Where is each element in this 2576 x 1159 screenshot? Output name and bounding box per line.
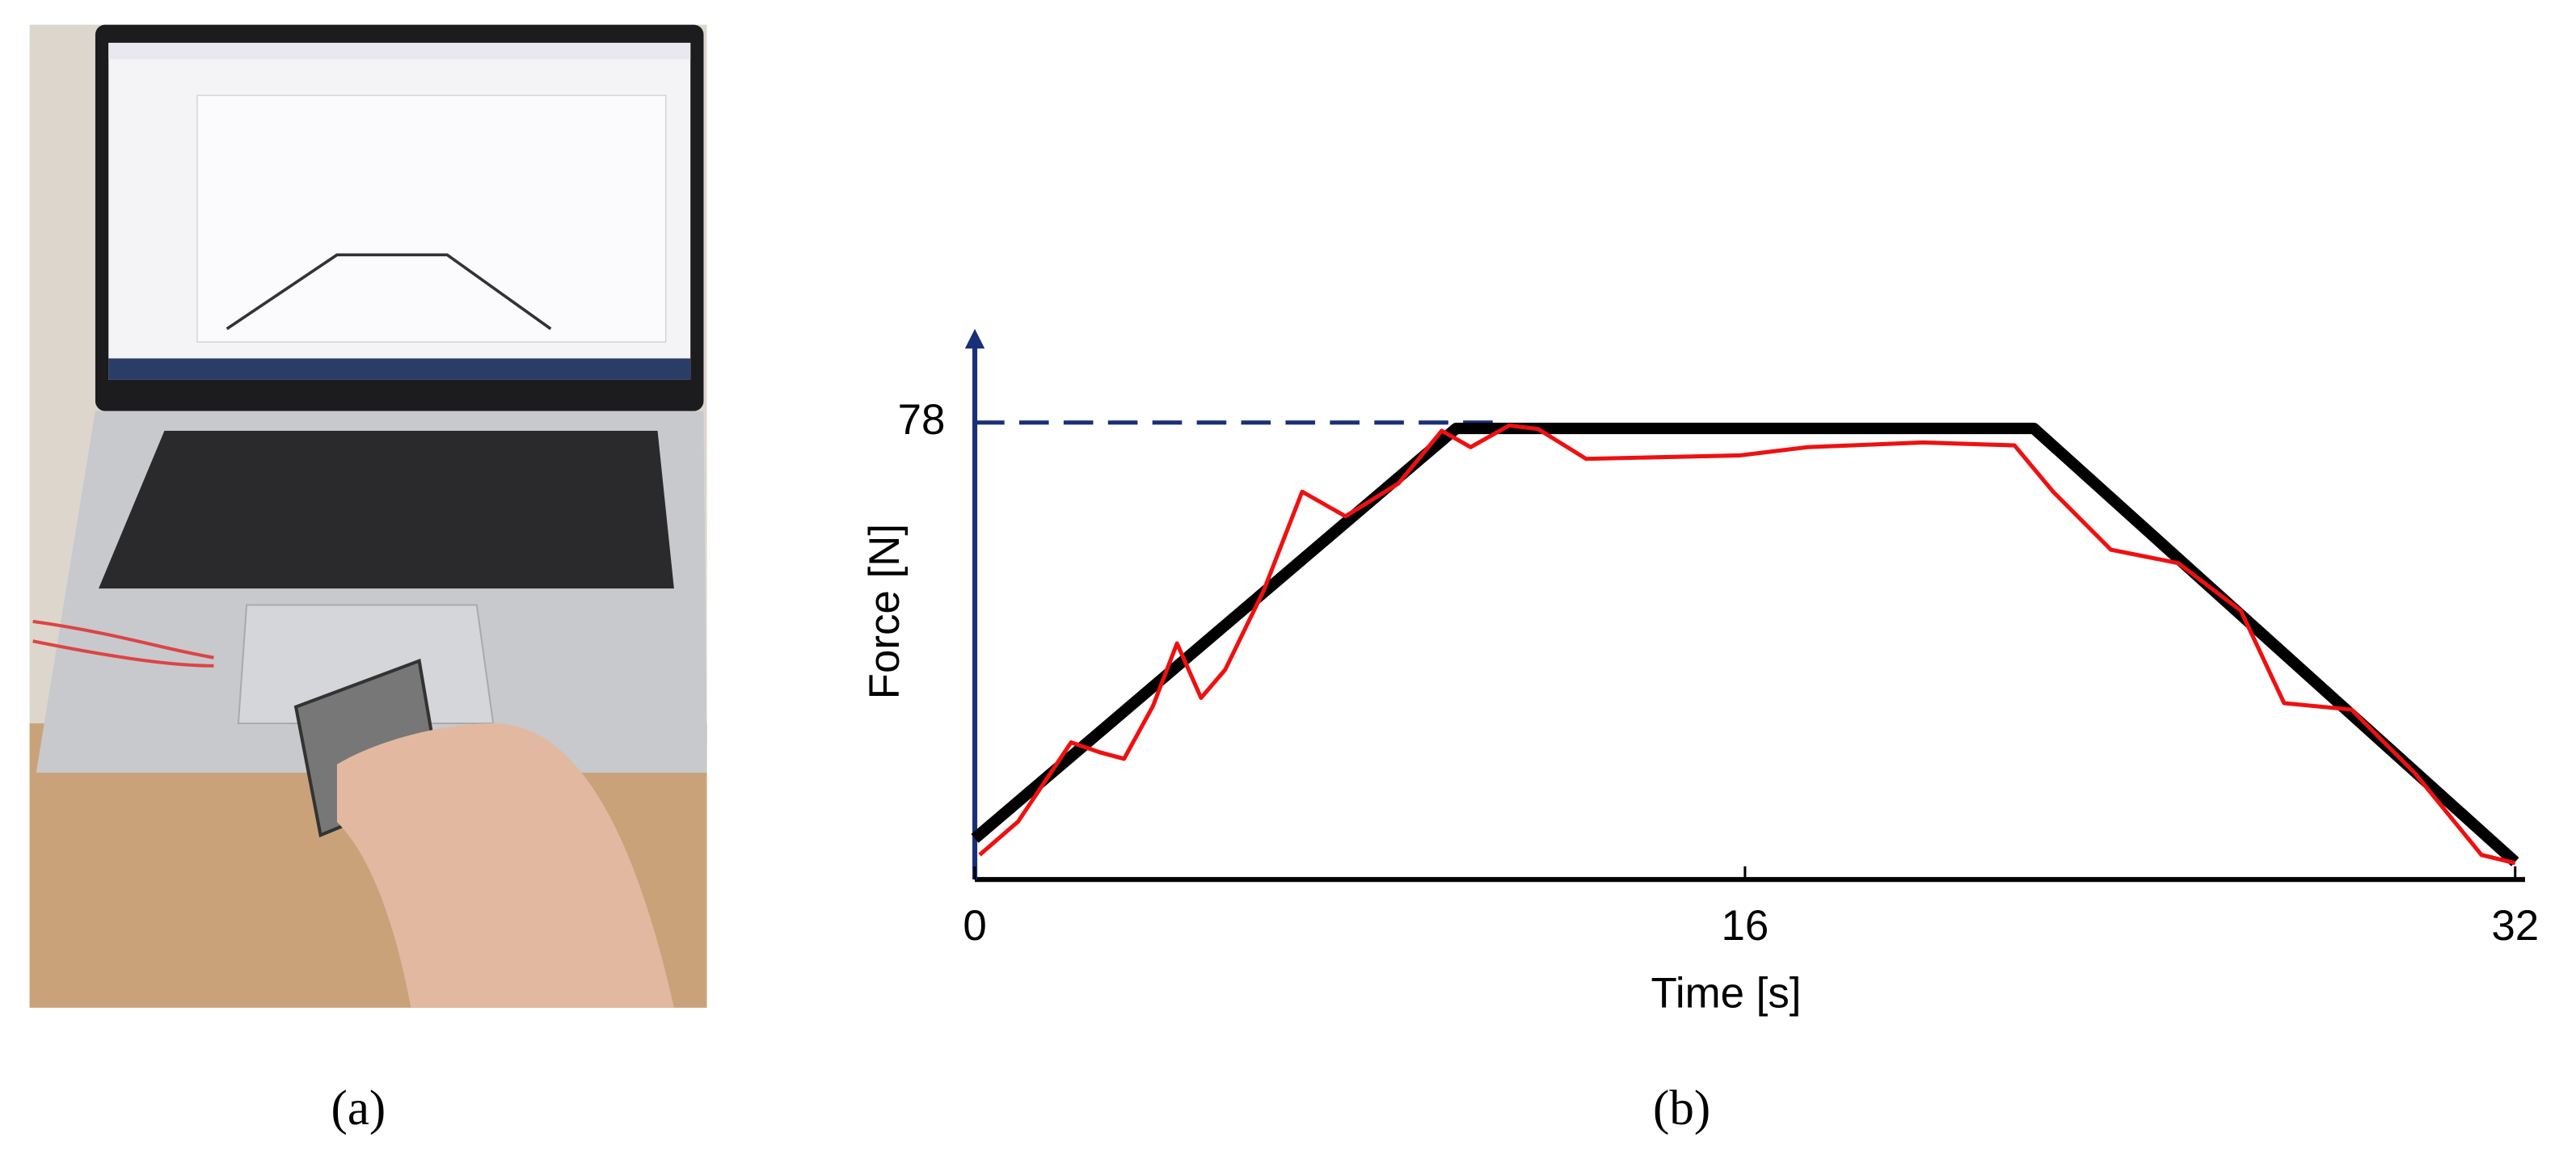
x-tick-label: 32 bbox=[2491, 902, 2539, 950]
taskbar bbox=[108, 358, 691, 380]
screen-menu bbox=[108, 42, 691, 60]
x-tick-label: 16 bbox=[1722, 902, 1769, 950]
keyboard bbox=[99, 430, 674, 589]
wires bbox=[32, 619, 214, 668]
panel-label: (b) bbox=[1653, 1081, 1710, 1136]
x-tick-label: 0 bbox=[963, 902, 986, 950]
y-tick-label: 78 bbox=[898, 396, 946, 444]
y-axis-arrow bbox=[964, 328, 985, 349]
screen-plot bbox=[196, 95, 667, 343]
x-axis-label: Time [s] bbox=[1651, 970, 1802, 1018]
hand bbox=[336, 723, 674, 1008]
photo bbox=[29, 24, 707, 1008]
series-line bbox=[978, 423, 2516, 866]
y-axis-label: Force [N] bbox=[861, 524, 909, 699]
panel-label: (a) bbox=[331, 1081, 386, 1136]
screen-trace bbox=[226, 253, 552, 331]
series-line bbox=[971, 422, 2519, 866]
